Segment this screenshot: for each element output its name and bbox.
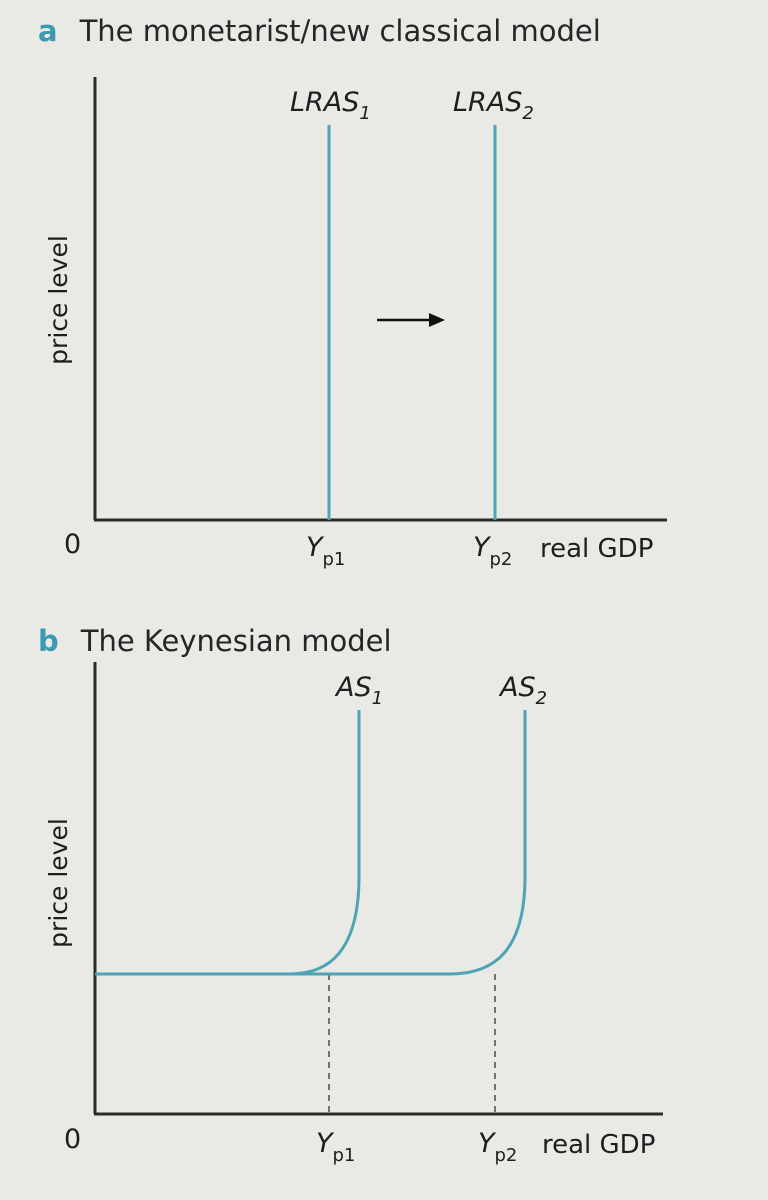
as2-label-main: AS xyxy=(498,672,536,703)
panel-a: a The monetarist/new classical model LRAS… xyxy=(0,0,768,590)
as2-curve xyxy=(449,710,527,976)
panel-a-origin-label: 0 xyxy=(64,529,81,560)
as1-label-sub: 1 xyxy=(372,688,383,709)
panel-b: b The Keynesian model AS1 AS2 price level… xyxy=(0,600,768,1200)
panel-b-heading: b The Keynesian model xyxy=(38,624,392,658)
lras1-label-sub: 1 xyxy=(359,103,370,124)
panel-a-tick-yp2-sub: p2 xyxy=(490,549,513,570)
panel-b-tick-yp2-main: Y xyxy=(478,1128,497,1159)
panel-a-tick-yp2-main: Y xyxy=(473,532,492,563)
panel-b-y-axis-label: price level xyxy=(44,818,73,948)
panel-a-diagram: LRAS1 LRAS2 price level 0 Yp1 Yp2 real G… xyxy=(44,77,667,570)
panel-b-letter: b xyxy=(38,624,59,658)
as2-label: AS2 xyxy=(498,672,547,709)
panel-b-tick-yp1-sub: p1 xyxy=(333,1145,356,1166)
as1-label: AS1 xyxy=(334,672,383,709)
shift-right-arrow-icon xyxy=(377,313,445,327)
panel-a-letter: a xyxy=(38,14,58,48)
as1-label-main: AS xyxy=(334,672,372,703)
panel-b-title: The Keynesian model xyxy=(80,624,392,658)
lras1-label: LRAS1 xyxy=(290,87,371,124)
as1-curve xyxy=(289,710,361,976)
as2-label-sub: 2 xyxy=(536,688,547,709)
panel-b-tick-yp2: Yp2 xyxy=(478,1128,517,1166)
panel-b-tick-yp1-main: Y xyxy=(316,1128,335,1159)
panel-a-tick-yp1-main: Y xyxy=(306,532,325,563)
lras2-label: LRAS2 xyxy=(453,87,534,124)
panel-a-tick-yp2: Yp2 xyxy=(473,532,512,570)
lras1-label-main: LRAS xyxy=(290,87,359,118)
panel-b-tick-yp2-sub: p2 xyxy=(495,1145,518,1166)
panel-b-origin-label: 0 xyxy=(64,1124,81,1155)
panel-a-x-axis-label: real GDP xyxy=(540,534,653,564)
panel-a-y-axis-label: price level xyxy=(44,235,73,365)
panel-a-tick-yp1-sub: p1 xyxy=(323,549,346,570)
panel-a-tick-yp1: Yp1 xyxy=(306,532,345,570)
panel-a-heading: a The monetarist/new classical model xyxy=(38,14,601,48)
lras2-label-main: LRAS xyxy=(453,87,522,118)
panel-b-tick-yp1: Yp1 xyxy=(316,1128,355,1166)
lras2-label-sub: 2 xyxy=(522,103,533,124)
panel-b-x-axis-label: real GDP xyxy=(542,1130,655,1160)
panel-b-diagram: AS1 AS2 price level 0 Yp1 Yp2 real GDP xyxy=(44,662,663,1166)
panel-a-title: The monetarist/new classical model xyxy=(79,14,601,48)
